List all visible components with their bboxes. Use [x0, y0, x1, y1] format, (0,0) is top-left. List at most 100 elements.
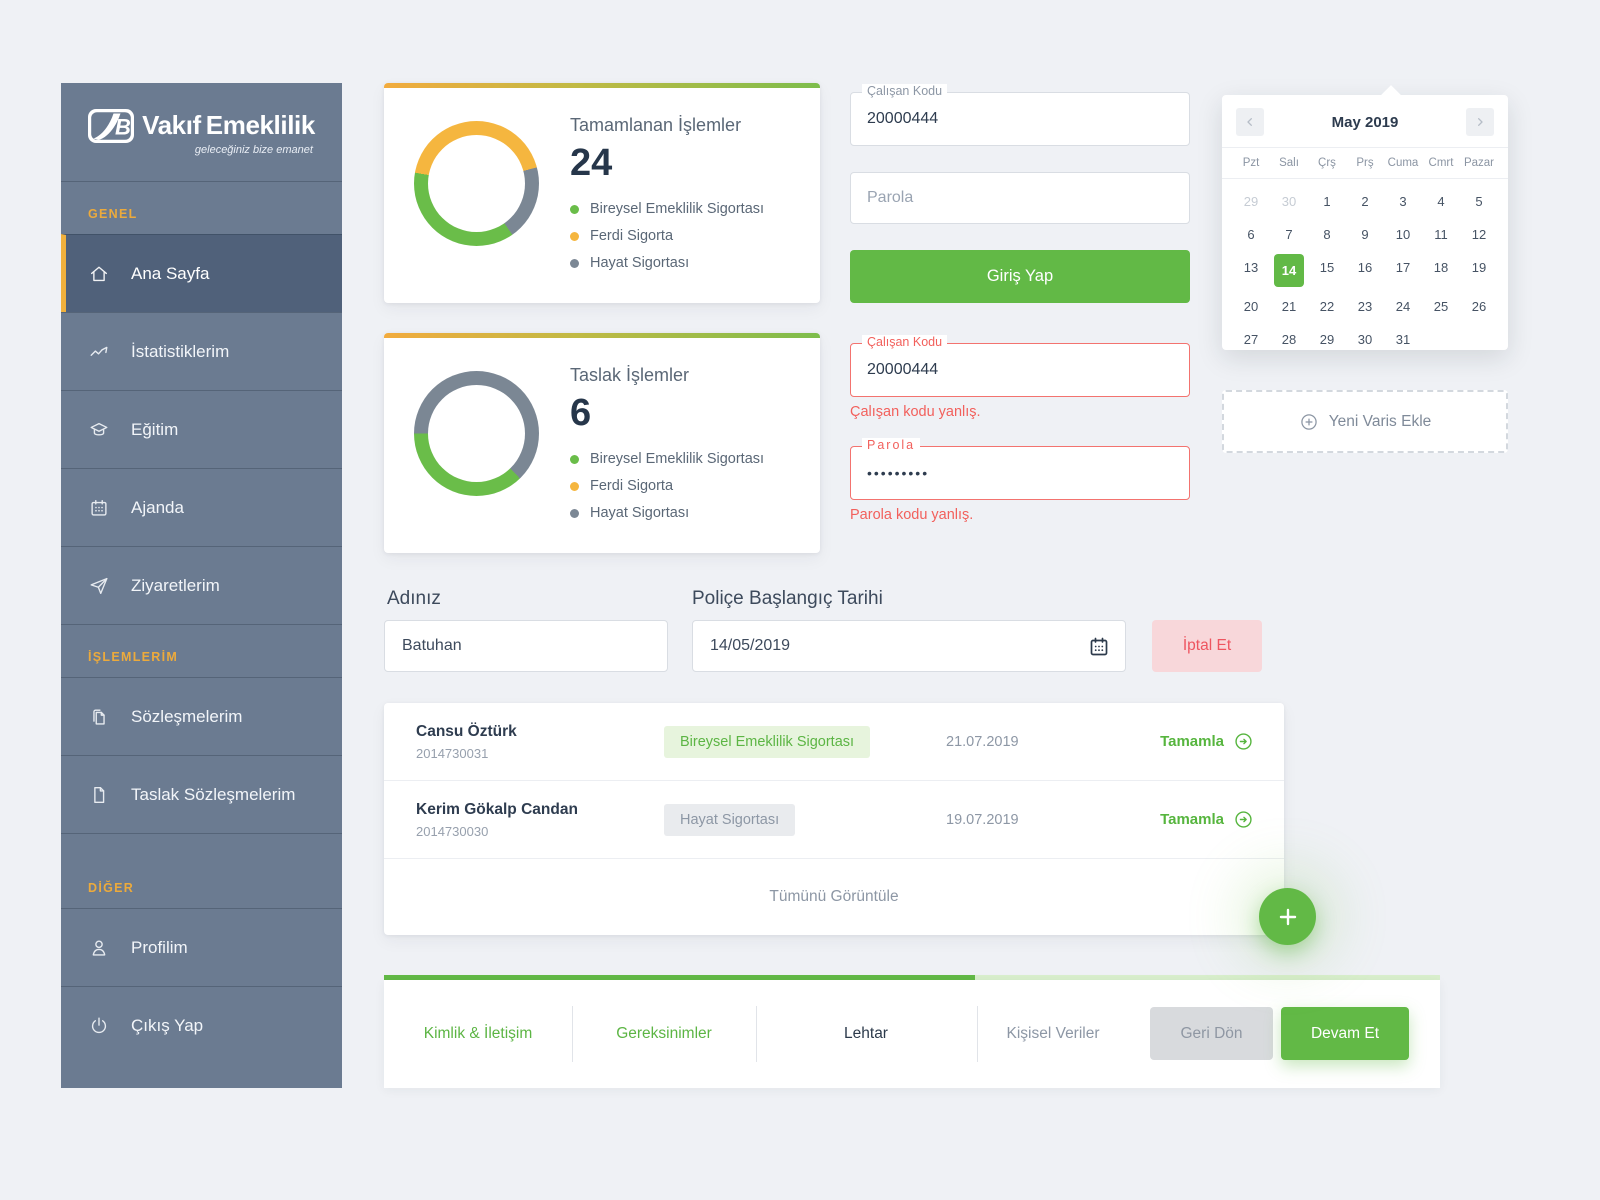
employee-code-input[interactable]: Çalışan Kodu 20000444	[850, 84, 1190, 146]
card-title: Tamamlanan İşlemler	[570, 115, 742, 135]
calendar-day[interactable]: 27	[1243, 332, 1259, 347]
sidebar-item-taslak-sozlesmelerim[interactable]: Taslak Sözleşmelerim	[61, 755, 342, 833]
employee-code-error-label: Çalışan Kodu	[862, 335, 948, 349]
calendar-day[interactable]: 5	[1475, 194, 1483, 209]
calendar-day[interactable]: 3	[1399, 194, 1407, 209]
plus-icon	[1279, 908, 1296, 925]
calendar-day[interactable]: 7	[1285, 227, 1293, 242]
home-icon	[90, 266, 108, 281]
step-gereksinimler[interactable]: Gereksinimler	[616, 1025, 712, 1042]
sidebar-item-ajanda[interactable]: Ajanda	[61, 468, 342, 546]
calendar-icon	[91, 499, 107, 516]
step-lehtar[interactable]: Lehtar	[844, 1025, 888, 1042]
calendar-day[interactable]: 8	[1323, 227, 1331, 242]
calendar-prev-button[interactable]	[1236, 108, 1264, 136]
calendar-day[interactable]: 29	[1243, 194, 1259, 209]
legend-dot-gray	[570, 258, 579, 268]
password-error-message: Parola kodu yanlış.	[850, 507, 974, 523]
password-error-label: Parola	[862, 438, 921, 452]
employee-code-input-error[interactable]: Çalışan Kodu 20000444	[850, 335, 1190, 397]
card-total: 6	[570, 392, 592, 434]
sidebar-item-label: Ziyaretlerim	[131, 575, 220, 595]
calendar-day[interactable]: 28	[1281, 332, 1297, 347]
table-row: Cansu Öztürk 2014730031 Bireysel Emeklil…	[384, 703, 1284, 781]
policy-date-input[interactable]: 14/05/2019	[692, 620, 1126, 672]
view-all-link[interactable]: Tümünü Görüntüle	[769, 887, 899, 905]
sidebar: B Vakıf Emeklilik geleceğiniz bize emanet…	[61, 83, 342, 1088]
name-input[interactable]: Batuhan	[384, 620, 668, 672]
password-input[interactable]: Parola	[850, 172, 1190, 224]
calendar-day[interactable]: 23	[1357, 299, 1373, 314]
person-icon	[92, 940, 106, 956]
calendar-day[interactable]: 26	[1471, 299, 1487, 314]
cancel-button[interactable]: İptal Et	[1152, 620, 1262, 672]
calendar-day[interactable]: 15	[1319, 260, 1335, 275]
password-placeholder: Parola	[867, 189, 914, 206]
add-heir-label: Yeni Varis Ekle	[1328, 412, 1432, 430]
step-kisisel-veriler[interactable]: Kişisel Veriler	[1006, 1025, 1100, 1042]
calendar-day[interactable]: 25	[1433, 299, 1449, 314]
back-button[interactable]: Geri Dön	[1150, 1007, 1273, 1060]
sidebar-item-cikis-yap[interactable]: Çıkış Yap	[61, 986, 342, 1064]
sidebar-item-label: İstatistiklerim	[131, 341, 230, 361]
insurance-type-badge: Bireysel Emeklilik Sigortası	[664, 725, 871, 758]
calendar-day[interactable]: 22	[1319, 299, 1335, 314]
step-divider	[572, 1006, 573, 1062]
table-row: Kerim Gökalp Candan 2014730030 Hayat Sig…	[384, 781, 1284, 859]
calendar-day[interactable]: 9	[1361, 227, 1369, 242]
calendar-day[interactable]: 30	[1357, 332, 1373, 347]
calendar-day[interactable]: 20	[1243, 299, 1259, 314]
customer-id: 2014730031	[416, 745, 489, 761]
power-icon	[91, 1017, 107, 1033]
calendar-icon[interactable]	[1087, 635, 1111, 659]
calendar-day[interactable]: 18	[1433, 260, 1449, 275]
sidebar-item-ana-sayfa[interactable]: Ana Sayfa	[61, 234, 342, 312]
calendar-day[interactable]: 29	[1319, 332, 1335, 347]
calendar-day[interactable]: 10	[1395, 227, 1411, 242]
add-heir-button[interactable]: Yeni Varis Ekle	[1222, 390, 1508, 453]
legend-item: Bireysel Emeklilik Sigortası	[570, 201, 764, 217]
calendar-day[interactable]: 24	[1395, 299, 1411, 314]
calendar-day[interactable]: 1	[1323, 194, 1331, 209]
complete-action-link[interactable]: Tamamla	[1160, 731, 1254, 752]
donut-chart-draft	[414, 371, 539, 496]
calendar-day[interactable]: 19	[1471, 260, 1487, 275]
brand-name: Vakıf Emeklilik	[142, 110, 315, 140]
documents-icon	[93, 708, 105, 725]
sidebar-item-egitim[interactable]: Eğitim	[61, 390, 342, 468]
arrow-right-circle-icon	[1235, 733, 1252, 750]
password-error-value: •••••••••	[867, 465, 930, 481]
employee-code-error-value: 20000444	[867, 361, 939, 378]
calendar-day[interactable]: 12	[1471, 227, 1487, 242]
step-kimlik-iletisim[interactable]: Kimlik & İletişim	[423, 1025, 533, 1042]
calendar-day[interactable]: 21	[1281, 299, 1297, 314]
password-input-error[interactable]: Parola •••••••••	[850, 438, 1190, 500]
sidebar-item-sozlesmelerim[interactable]: Sözleşmelerim	[61, 677, 342, 755]
donut-chart-completed	[414, 121, 539, 246]
calendar-day[interactable]: 13	[1243, 260, 1259, 275]
svg-text:B: B	[115, 114, 131, 139]
sidebar-item-ziyaretlerim[interactable]: Ziyaretlerim	[61, 546, 342, 624]
calendar-day[interactable]: 30	[1281, 194, 1297, 209]
login-button[interactable]: Giriş Yap	[850, 250, 1190, 303]
sidebar-item-label: Profilim	[131, 937, 188, 957]
calendar-day[interactable]: 4	[1437, 194, 1445, 209]
calendar-day[interactable]: 2	[1361, 194, 1369, 209]
brand-emblem-icon: B	[88, 108, 135, 143]
add-fab-button[interactable]	[1259, 888, 1316, 945]
send-icon	[90, 577, 108, 594]
calendar-day[interactable]: 11	[1434, 227, 1448, 242]
employee-code-error-message: Çalışan kodu yanlış.	[850, 404, 981, 420]
next-button[interactable]: Devam Et	[1281, 1007, 1409, 1060]
calendar-day[interactable]: 6	[1247, 227, 1255, 242]
sidebar-item-profilim[interactable]: Profilim	[61, 908, 342, 986]
calendar-next-button[interactable]	[1466, 108, 1494, 136]
calendar-day[interactable]: 17	[1395, 260, 1411, 275]
calendar-day-selected[interactable]: 14	[1274, 254, 1304, 287]
education-icon	[90, 422, 108, 436]
sidebar-item-istatistiklerim[interactable]: İstatistiklerim	[61, 312, 342, 390]
calendar-day[interactable]: 16	[1357, 260, 1373, 275]
complete-action-link[interactable]: Tamamla	[1160, 809, 1254, 830]
calendar-day[interactable]: 31	[1395, 332, 1411, 347]
legend-dot-gray	[570, 508, 579, 518]
